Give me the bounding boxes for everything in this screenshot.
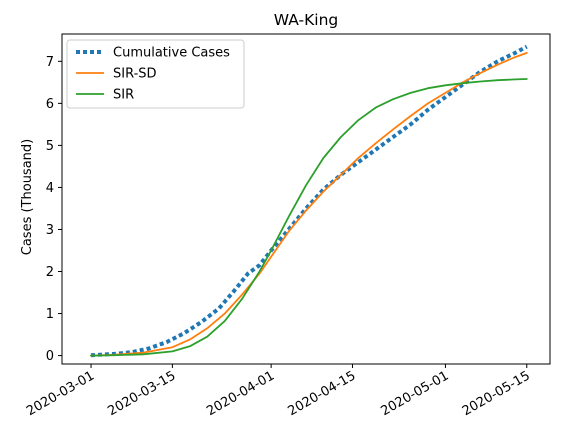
y-axis-label: Cases (Thousand) bbox=[20, 139, 35, 255]
y-tick-label: 1 bbox=[46, 307, 54, 322]
y-tick-label: 4 bbox=[46, 181, 54, 196]
y-tick-label: 0 bbox=[46, 349, 54, 364]
legend-label-2: SIR bbox=[113, 88, 134, 103]
series-line-2 bbox=[90, 78, 528, 357]
legend-label-0: Cumulative Cases bbox=[113, 46, 230, 61]
legend-box bbox=[66, 39, 245, 109]
legend-label-1: SIR-SD bbox=[113, 67, 157, 82]
series-lines bbox=[90, 44, 528, 358]
series-line-0 bbox=[90, 44, 528, 358]
legend: Cumulative Cases SIR-SD SIR bbox=[66, 39, 245, 109]
y-tick-label: 7 bbox=[46, 55, 54, 70]
y-tick-label: 6 bbox=[46, 97, 54, 112]
y-tick-label: 2 bbox=[46, 265, 54, 280]
chart-title: WA-King bbox=[274, 11, 338, 29]
y-tick-label: 5 bbox=[46, 139, 54, 154]
plot-frame bbox=[61, 33, 551, 365]
y-tick-label: 3 bbox=[46, 223, 54, 238]
